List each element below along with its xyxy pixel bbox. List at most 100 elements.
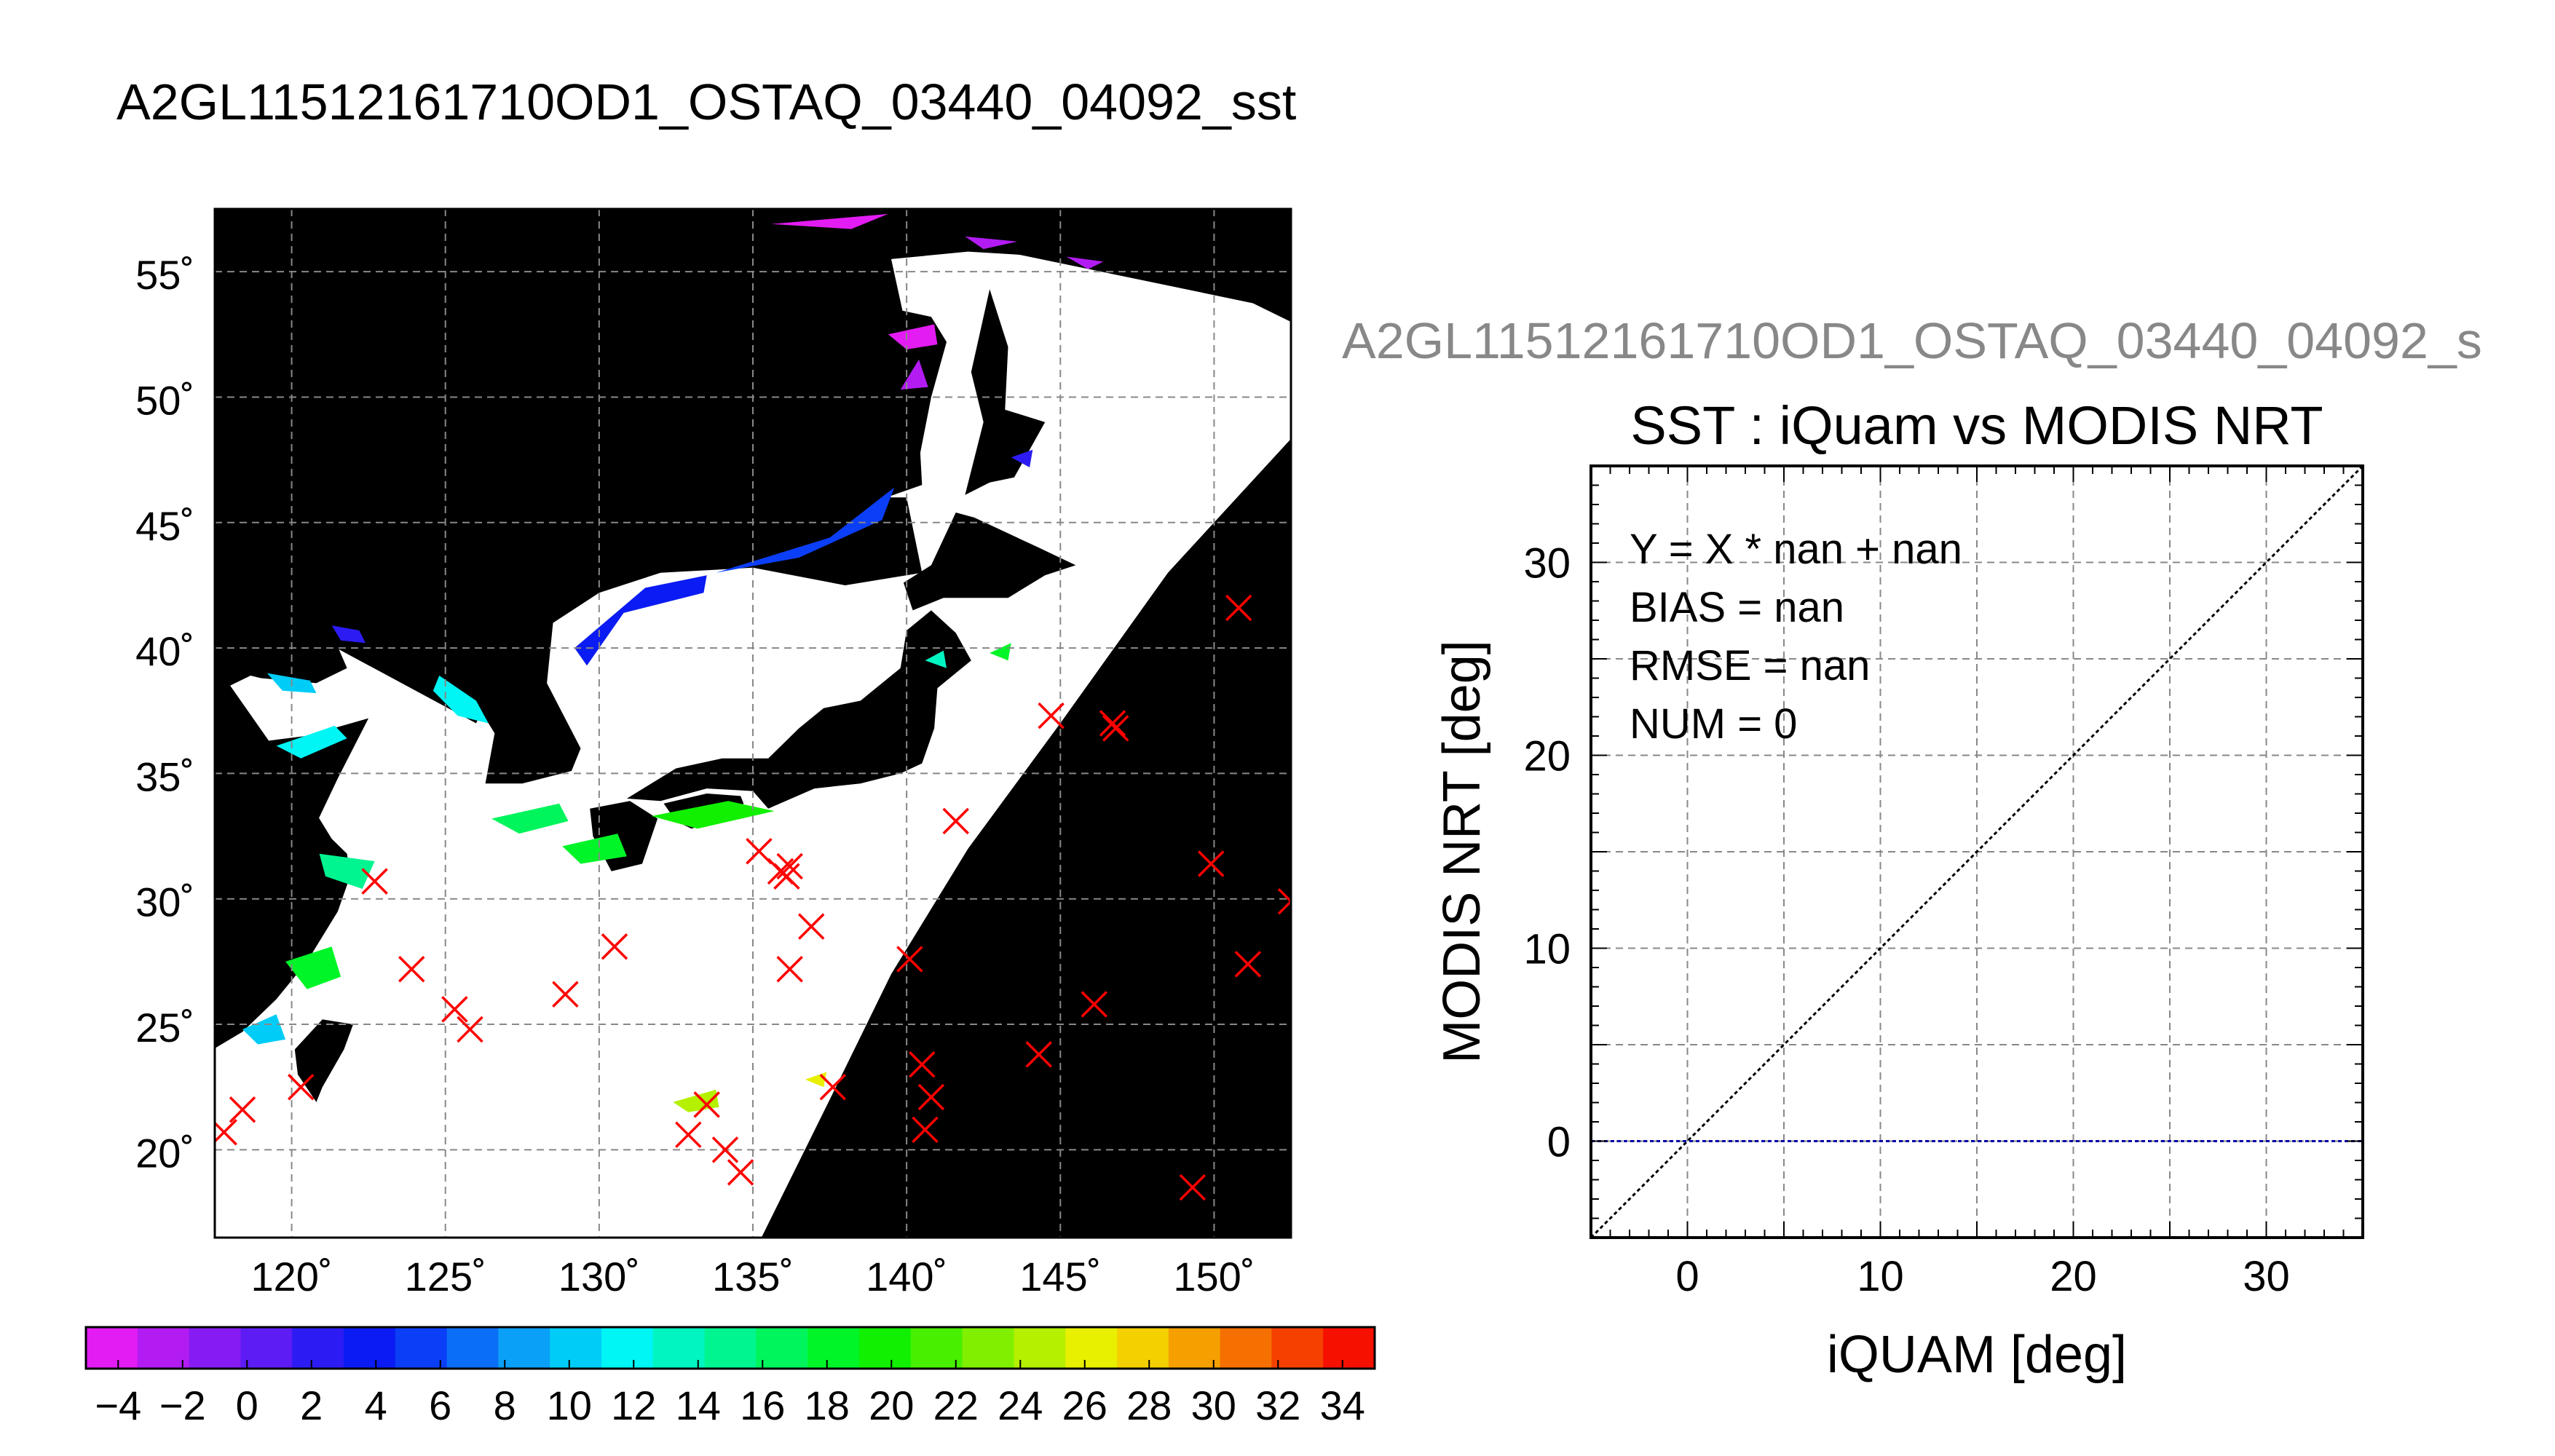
lon-tick-label: 125˚ xyxy=(405,1254,486,1299)
sst-patch-japan-sea-honshu xyxy=(925,650,947,668)
observation-marker xyxy=(917,1083,945,1111)
observation-marker xyxy=(675,1121,702,1148)
lat-tick-label: 35˚ xyxy=(135,753,194,799)
land-honshu xyxy=(626,610,971,809)
colorbar-tick-label: −4 xyxy=(95,1382,141,1428)
observation-marker xyxy=(229,1096,256,1123)
scatter-y-tick-label: 0 xyxy=(1547,1119,1571,1166)
land-hokkaido xyxy=(903,513,1076,611)
colorbar-tick-label: 28 xyxy=(1126,1382,1172,1428)
observation-marker xyxy=(552,981,579,1008)
colorbar-segment xyxy=(1271,1327,1324,1369)
sst-patch-okhotsk-west xyxy=(771,213,888,229)
colorbar-segment xyxy=(704,1327,757,1369)
identity-line xyxy=(1590,464,2364,1239)
sst-patch-korea-west xyxy=(433,676,489,724)
observation-marker xyxy=(746,838,773,865)
lat-tick-label: 50˚ xyxy=(135,377,194,423)
colorbar-segment xyxy=(601,1327,654,1369)
colorbar-segment xyxy=(550,1327,602,1369)
scatter-subtitle: A2GL11512161710OD1_OSTAQ_03440_04092_s xyxy=(1342,312,2482,369)
sst-patch-east-china-sea xyxy=(562,834,627,864)
colorbar-segment xyxy=(1014,1327,1066,1369)
land-russia-coast xyxy=(215,272,947,573)
colorbar-tick-label: 14 xyxy=(676,1382,721,1428)
scatter-lines xyxy=(1590,464,2364,1239)
observation-marker xyxy=(776,852,803,880)
sst-patch-tatar xyxy=(900,359,928,390)
observation-marker xyxy=(1179,1174,1207,1201)
main-title: A2GL11512161710OD1_OSTAQ_03440_04092_sst xyxy=(117,74,1297,130)
stats-line: BIAS = nan xyxy=(1630,584,1844,631)
swath-edge-north xyxy=(215,209,1291,312)
colorbar-tick-label: 2 xyxy=(300,1382,323,1428)
colorbar-segment xyxy=(859,1327,912,1369)
lat-tick-label: 20˚ xyxy=(135,1130,194,1176)
observation-marker xyxy=(942,807,969,835)
sst-patch-yangtze xyxy=(319,853,375,889)
lon-tick-label: 135˚ xyxy=(712,1254,794,1299)
colorbar-tick-label: 6 xyxy=(429,1382,451,1428)
observation-marker xyxy=(909,1051,936,1078)
scatter-x-tick-label: 0 xyxy=(1675,1253,1699,1300)
scatter-x-tick-label: 10 xyxy=(1857,1253,1904,1300)
observation-marker xyxy=(912,1116,939,1144)
colorbar-segment xyxy=(652,1327,706,1369)
land-mainland-korea xyxy=(215,497,923,784)
lat-tick-label: 30˚ xyxy=(135,879,194,925)
observation-marker xyxy=(1234,951,1262,978)
colorbar-tick-label: 18 xyxy=(805,1382,850,1428)
stats-line: NUM = 0 xyxy=(1630,700,1797,748)
observation-marker xyxy=(727,1159,754,1186)
colorbar-tick-label: 12 xyxy=(611,1382,656,1428)
colorbar-segment xyxy=(756,1327,808,1369)
observation-marker xyxy=(601,933,628,960)
colorbar-tick-label: 10 xyxy=(547,1382,592,1428)
lon-tick-label: 120˚ xyxy=(251,1254,333,1299)
sst-patch-shandong xyxy=(276,725,347,759)
observation-marker xyxy=(441,996,468,1023)
colorbar-segment xyxy=(344,1327,396,1369)
observation-marker xyxy=(288,1073,315,1101)
colorbar-segment xyxy=(240,1327,293,1369)
scatter-y-tick-label: 20 xyxy=(1523,733,1571,780)
sst-patch-japan-sea-west xyxy=(574,575,707,666)
colorbar-tick-label: 20 xyxy=(869,1382,914,1428)
sst-patch-sanriku xyxy=(990,643,1011,661)
map-frame xyxy=(213,207,1292,1239)
colorbar-tick-label: 22 xyxy=(933,1382,979,1428)
observation-marker xyxy=(819,1073,847,1101)
marker-layer xyxy=(215,594,1291,1201)
observation-marker xyxy=(711,1136,739,1163)
lat-tick-label: 45˚ xyxy=(135,503,194,549)
colorbar-segment xyxy=(498,1327,550,1369)
lon-tick-label: 130˚ xyxy=(558,1254,640,1299)
observation-marker xyxy=(693,1091,720,1118)
observation-marker xyxy=(1081,991,1107,1018)
scatter-x-axis-label: iQUAM [deg] xyxy=(1827,1326,2127,1384)
scatter-y-tick-label: 10 xyxy=(1523,926,1571,973)
observation-marker xyxy=(1038,702,1065,729)
colorbar-segment xyxy=(910,1327,963,1369)
colorbar-segment xyxy=(395,1327,448,1369)
scatter-y-tick-label: 30 xyxy=(1523,540,1571,587)
colorbar-tick-label: 32 xyxy=(1255,1382,1300,1428)
observation-marker xyxy=(1099,710,1126,737)
colorbar-segment xyxy=(1323,1327,1375,1369)
colorbar-segment xyxy=(86,1327,138,1369)
colorbar-tick-label: 26 xyxy=(1062,1382,1107,1428)
observation-marker xyxy=(797,913,825,940)
scatter-x-tick-label: 20 xyxy=(2050,1253,2097,1300)
colorbar-segment xyxy=(1117,1327,1169,1369)
colorbar-segment xyxy=(446,1327,499,1369)
land-taiwan xyxy=(294,1019,353,1102)
colorbar-tick-label: 16 xyxy=(740,1382,785,1428)
colorbar-tick-label: 4 xyxy=(365,1382,387,1428)
lon-tick-label: 150˚ xyxy=(1173,1254,1255,1299)
colorbar-segment xyxy=(1065,1327,1118,1369)
scatter-title: SST : iQuam vs MODIS NRT xyxy=(1630,395,2323,456)
scatter-x-tick-label: 30 xyxy=(2243,1253,2290,1300)
land-sakhalin xyxy=(965,289,1046,495)
